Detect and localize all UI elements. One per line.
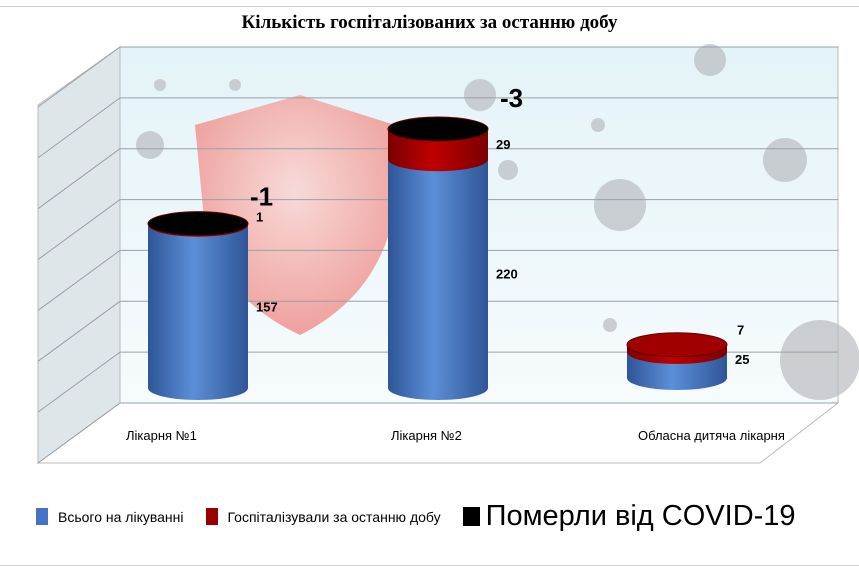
virus-icon: [694, 44, 726, 76]
legend-label: Госпіталізували за останню добу: [227, 508, 441, 525]
legend-label: Всього на лікуванні: [58, 508, 184, 525]
chart-title: Кількість госпіталізованих за останню до…: [241, 12, 618, 33]
virus-icon: [498, 160, 518, 180]
bar-deaths-cap: [387, 116, 489, 142]
data-label-total: 25: [735, 352, 749, 367]
legend-item-total: Всього на лікуванні: [36, 508, 184, 525]
side-wall: [37, 46, 121, 464]
virus-icon: [229, 79, 241, 91]
virus-icon: [763, 138, 807, 182]
gridline-side: [37, 148, 121, 210]
category-label: Обласна дитяча лікарня: [638, 428, 785, 443]
gridline-side: [37, 46, 121, 108]
virus-icon: [591, 118, 605, 132]
data-label-hospitalized: 29: [496, 137, 510, 152]
legend-label: Померли від COVID-19: [485, 500, 796, 532]
virus-icon: [603, 318, 617, 332]
gridline-side: [37, 402, 121, 464]
data-label-deaths: -3: [500, 83, 523, 113]
data-label-deaths: -1: [250, 182, 273, 212]
virus-icon: [464, 79, 496, 111]
virus-icon: [780, 320, 859, 400]
legend-item-hospitalized: Госпіталізували за останню добу: [205, 508, 441, 525]
virus-icon: [594, 179, 646, 231]
bar-total: [388, 159, 488, 400]
gridline-side: [37, 199, 121, 260]
sheet-gridline-top: [0, 0, 859, 7]
category-label: Лікарня №2: [391, 428, 462, 443]
legend-swatch-blue: [36, 508, 48, 525]
gridline-side: [37, 97, 121, 159]
data-label-hospitalized: 7: [737, 323, 744, 338]
legend-swatch-red: [205, 508, 218, 525]
gridline-side: [37, 250, 121, 311]
data-label-total: 157: [256, 299, 278, 314]
virus-icon: [136, 131, 164, 159]
virus-icon: [154, 79, 166, 91]
bar-deaths-cap: [147, 211, 249, 237]
legend-swatch-black: [462, 507, 480, 526]
bar-deaths-cap: [626, 332, 728, 358]
sheet-gridline-bottom: [0, 565, 859, 570]
legend-item-deaths: Померли від COVID-19: [462, 500, 796, 533]
category-label: Лікарня №1: [126, 428, 197, 443]
data-label-total: 220: [496, 267, 518, 282]
chart-legend: Всього на лікуванні Госпіталізували за о…: [36, 500, 818, 533]
virus-decorations: [136, 44, 859, 400]
gridline-side: [37, 351, 121, 413]
gridline-side: [37, 300, 121, 362]
data-label-hospitalized: 1: [256, 210, 263, 225]
bar-total: [148, 224, 248, 400]
